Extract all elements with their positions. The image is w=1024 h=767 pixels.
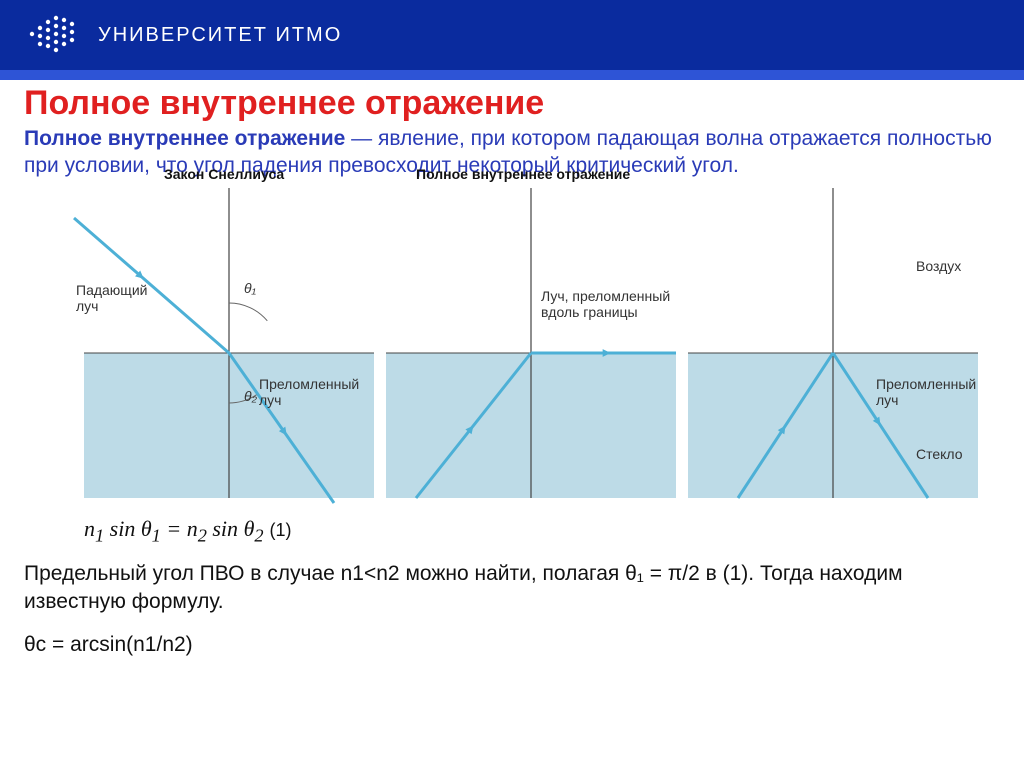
figure-0-label-4: Преломленный (259, 376, 359, 392)
figure-2-label-1: Преломленный (876, 376, 976, 392)
figure-2-label-2: луч (876, 392, 898, 408)
figure-2-label-3: Стекло (916, 446, 963, 462)
figure-panel-2: Воздух Преломленныйлуч Стекло (688, 188, 978, 498)
header-strip (0, 70, 1024, 80)
figure-title-0: Закон Снеллиуса (164, 166, 284, 182)
figure-title-1: Полное внутреннее отражение (416, 166, 630, 182)
figure-panel-0: Закон СнеллиусаПадающийлучθ₁θ₂Преломленн… (84, 188, 374, 498)
header-bar: УНИВЕРСИТЕТ ИТМО (0, 0, 1024, 70)
figure-0-label-3: θ₂ (244, 388, 257, 404)
logo: УНИВЕРСИТЕТ ИТМО (28, 14, 342, 56)
figure-1-label-0: Луч, преломленный (541, 288, 670, 304)
figure-0-label-0: Падающий (76, 282, 147, 298)
slide-heading: Полное внутреннее отражение (24, 84, 1000, 123)
bottom-text-2: θc = arcsin(n1/n2) (24, 631, 1000, 659)
university-name: УНИВЕРСИТЕТ ИТМО (98, 24, 342, 47)
figures-row: Закон СнеллиусаПадающийлучθ₁θ₂Преломленн… (84, 188, 1000, 498)
figure-0-label-1: луч (76, 298, 98, 314)
slide-content: Полное внутреннее отражение Полное внутр… (0, 80, 1024, 659)
figure-2-label-0: Воздух (916, 258, 961, 274)
figure-0-label-5: луч (259, 392, 281, 408)
figure-panel-1: Полное внутреннее отражениеЛуч, преломле… (386, 188, 676, 498)
bottom-text-1: Предельный угол ПВО в случае n1<n2 можно… (24, 560, 1000, 617)
logo-dots-icon (28, 14, 84, 56)
figure-0-label-2: θ₁ (244, 280, 256, 296)
intro-bold: Полное внутреннее отражение (24, 127, 345, 150)
eq-number: (1) (270, 520, 292, 541)
figure-1-label-1: вдоль границы (541, 304, 638, 320)
snell-equation: n1 sin θ1 = n2 sin θ2 (1) (84, 516, 1000, 546)
